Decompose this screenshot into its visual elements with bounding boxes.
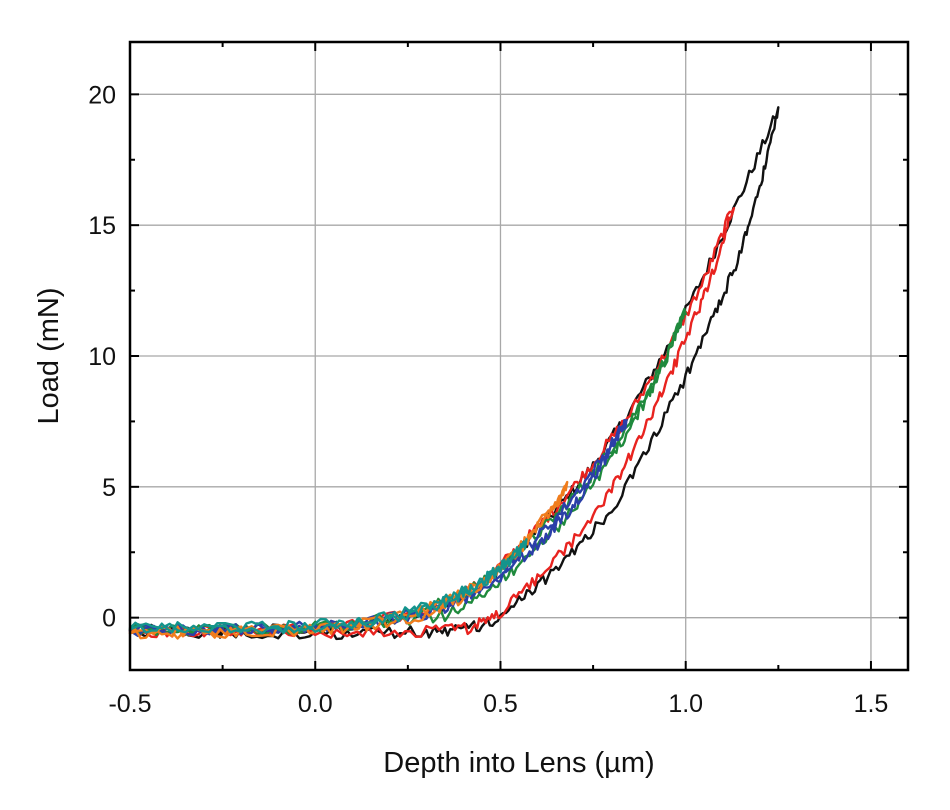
series-3-loop [128,307,687,637]
x-tick-label: 0.5 [483,690,518,718]
y-tick-label: 20 [88,81,116,109]
x-tick-label: -0.5 [108,690,151,718]
y-tick-label: 10 [88,343,116,371]
x-tick-label: 1.5 [854,690,889,718]
y-tick-label: 0 [102,605,116,633]
grid-lines [129,42,908,670]
axis-ticks [129,42,908,670]
y-tick-label: 5 [102,474,116,502]
x-axis-title: Depth into Lens (µm) [383,747,654,779]
y-tick-label: 15 [88,212,116,240]
series-1-loop [128,106,780,641]
series-4-loop [128,418,628,637]
series-2-loop [128,207,736,639]
x-tick-label: 1.0 [668,690,703,718]
x-tick-label: 0.0 [298,690,333,718]
tick-labels: -0.5 0.0 0.5 1.0 1.5 0 5 10 15 20 [88,81,888,718]
data-series [128,106,780,641]
series-6-loop [128,538,528,635]
y-axis-title: Load (mN) [33,288,65,425]
